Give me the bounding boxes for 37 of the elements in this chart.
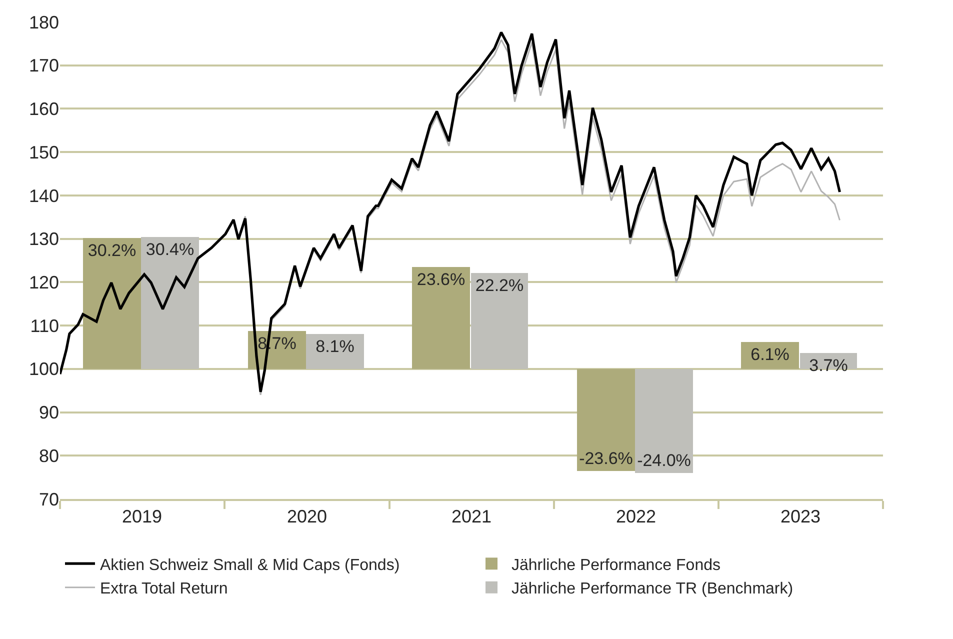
- data-label: 22.2%: [475, 276, 524, 295]
- data-label: 6.1%: [750, 345, 790, 364]
- bar: [83, 238, 141, 369]
- bar: [577, 369, 635, 471]
- y-tick-label: 170: [28, 56, 59, 76]
- x-tick-label: 2019: [122, 506, 162, 527]
- y-tick-label: 100: [28, 359, 59, 380]
- y-tick-label: 130: [28, 229, 59, 250]
- bar: [412, 267, 470, 369]
- y-tick-label: 110: [30, 316, 59, 336]
- y-tick-label: 90: [38, 402, 59, 423]
- data-label: 30.2%: [88, 241, 136, 260]
- data-label: 30.4%: [146, 240, 194, 259]
- legend-label: Extra Total Return: [100, 580, 228, 598]
- y-tick-label: 70: [38, 489, 59, 510]
- legend-label: Jährliche Performance Fonds: [512, 556, 720, 574]
- x-tick-label: 2021: [451, 506, 492, 527]
- data-label: -23.6%: [579, 449, 633, 468]
- legend-label: Jährliche Performance TR (Benchmark): [512, 580, 794, 598]
- data-label: -24.0%: [637, 451, 691, 470]
- x-tick-label: 2022: [616, 506, 656, 527]
- x-tick-label: 2023: [780, 506, 821, 527]
- legend-label: Aktien Schweiz Small & Mid Caps (Fonds): [100, 556, 400, 574]
- data-label: 8.1%: [316, 337, 354, 356]
- bar: [306, 334, 364, 369]
- y-tick-label: 150: [28, 142, 59, 162]
- data-label: 3.7%: [809, 356, 848, 375]
- bar: [635, 369, 693, 473]
- bar: [141, 237, 199, 369]
- bar: [471, 273, 528, 369]
- x-tick-label: 2020: [286, 506, 328, 527]
- data-label: 23.6%: [416, 270, 466, 289]
- y-tick-label: 160: [28, 99, 59, 120]
- y-tick-label: 140: [28, 186, 59, 206]
- y-tick-label: 180: [28, 12, 59, 32]
- y-tick-label: 120: [28, 272, 59, 292]
- y-tick-label: 80: [38, 446, 59, 466]
